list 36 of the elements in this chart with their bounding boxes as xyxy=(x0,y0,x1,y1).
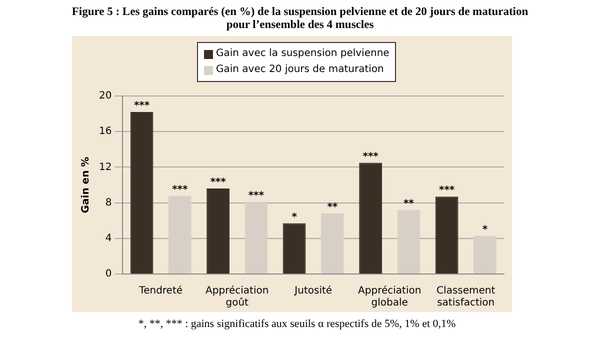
bar xyxy=(282,223,306,274)
x-tick-label: Tendreté xyxy=(138,286,183,297)
x-tick-label: Appréciation goût xyxy=(206,286,269,309)
bar xyxy=(397,210,420,274)
data-label: *** xyxy=(362,151,380,162)
x-tick-label: Classement satisfaction xyxy=(436,286,496,309)
bar xyxy=(206,188,230,274)
data-label: *** xyxy=(210,177,227,188)
bar xyxy=(474,236,496,274)
x-tick-label: Jutosité xyxy=(294,286,332,297)
data-label: *** xyxy=(134,100,150,112)
y-tick-label: 0 xyxy=(105,268,112,280)
legend-label: Gain avec 20 jours de maturation xyxy=(216,63,384,77)
bar xyxy=(359,162,382,274)
y-tick-label: 16 xyxy=(98,126,112,138)
bar xyxy=(168,196,192,274)
y-tick-label: 20 xyxy=(98,90,112,102)
bar xyxy=(130,112,154,274)
text: *, **, *** : gains significatifs aux seuils α respectifs de 5%, 1% et 0,1% xyxy=(137,318,457,330)
data-label: ** xyxy=(403,198,415,210)
data-label: *** xyxy=(438,185,456,196)
y-tick-label: 12 xyxy=(98,162,112,173)
bar xyxy=(435,196,458,274)
x-tick-label: Appréciation globale xyxy=(358,286,422,309)
data-label: * xyxy=(482,224,488,236)
chart-title: Figure 5 : Les gains comparés (en %) de la suspension pelvienne et de 20 jours de maturation pour l’ensemble des 4 muscles xyxy=(70,6,530,32)
bar xyxy=(244,202,268,274)
bar xyxy=(320,213,344,274)
y-axis-title: Gain en % xyxy=(80,156,92,214)
y-tick-label: 8 xyxy=(105,197,112,208)
data-label: *** xyxy=(248,190,265,202)
data-label: ** xyxy=(327,202,338,214)
data-label: *** xyxy=(172,184,189,196)
y-tick-label: 4 xyxy=(105,232,112,244)
data-label: * xyxy=(292,212,298,223)
legend-label: Gain avec la suspension pelvienne xyxy=(216,47,390,61)
